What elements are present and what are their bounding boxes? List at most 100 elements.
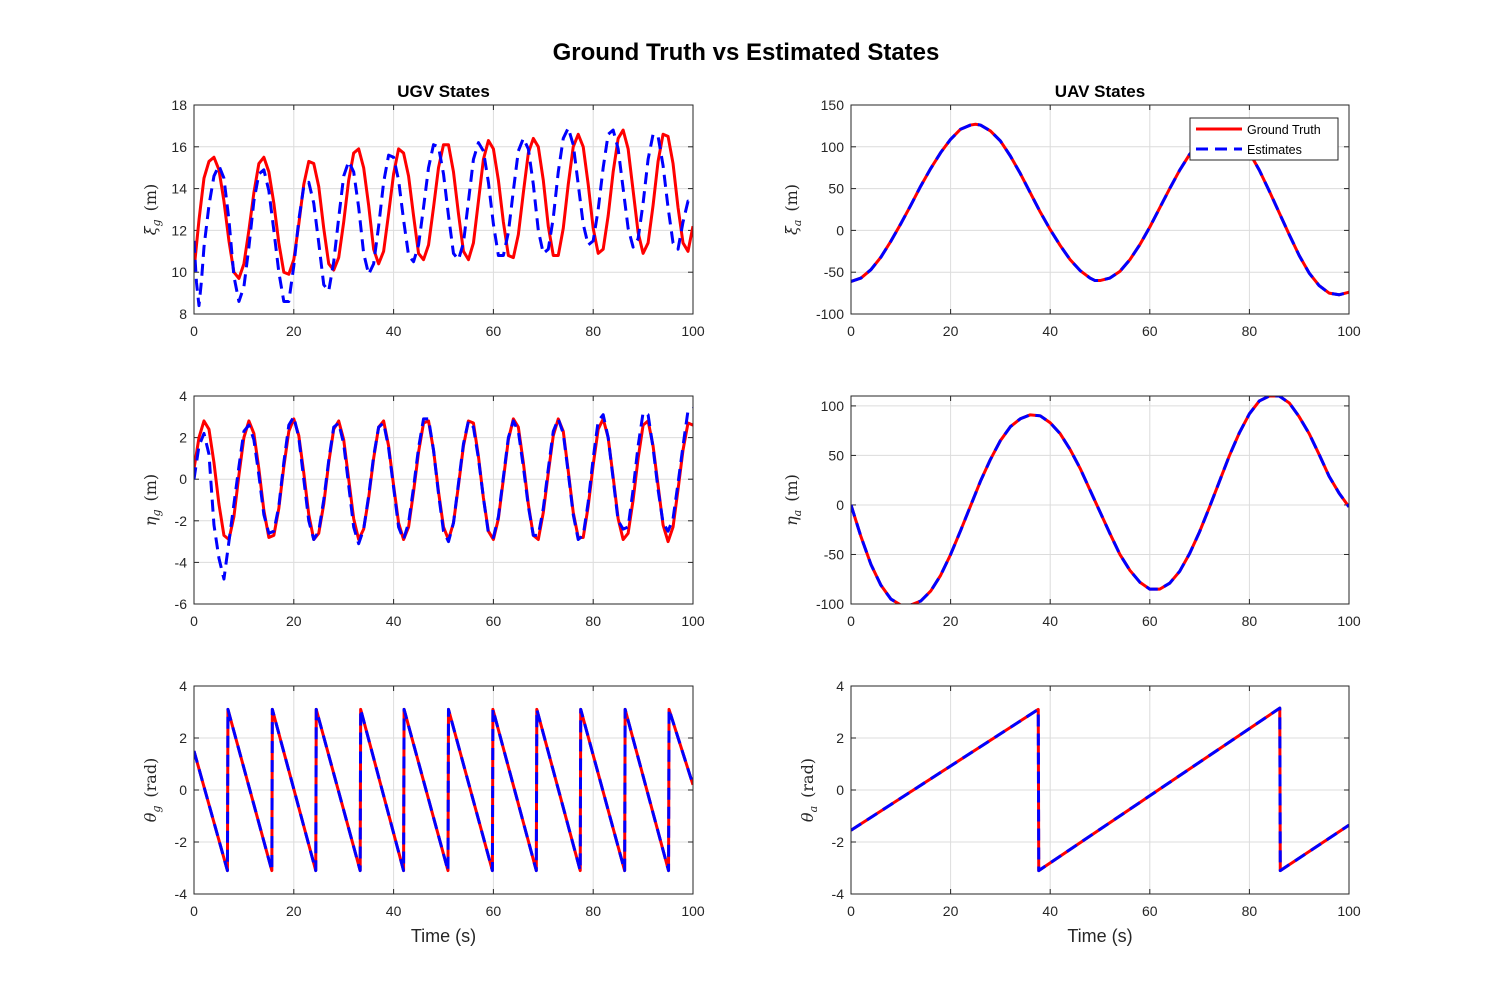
figure-title: Ground Truth vs Estimated States xyxy=(553,39,940,66)
y-tick-label: 50 xyxy=(828,181,844,197)
x-tick-label: 20 xyxy=(943,323,959,339)
y-axis-label-symbol: η xyxy=(141,516,160,526)
y-tick-label: -2 xyxy=(832,834,845,850)
x-tick-label: 80 xyxy=(585,903,601,919)
y-tick-label: -2 xyxy=(175,834,188,850)
x-tick-label: 40 xyxy=(1042,323,1058,339)
y-tick-label: 18 xyxy=(171,97,187,113)
series-line-estimates xyxy=(851,396,1349,604)
y-axis-label-subscript: a xyxy=(791,220,804,227)
y-axis-label: ξg (m) xyxy=(141,184,163,236)
axes-box xyxy=(850,104,1350,315)
y-axis-label-symbol: ξ xyxy=(141,225,160,235)
y-tick-label: 0 xyxy=(836,782,844,798)
y-tick-label: 0 xyxy=(836,222,844,238)
x-tick-label: 100 xyxy=(1337,323,1361,339)
y-axis-label-subscript: g xyxy=(150,219,163,226)
y-axis-label-subscript: a xyxy=(791,510,804,517)
y-axis-label-unit: (m) xyxy=(141,184,160,212)
subplot-theta_g: 0 20 40 60 80 100 -4 -2 0 2 4 Time (s) θg (rad) xyxy=(141,678,705,946)
series-line-estimates xyxy=(194,407,693,581)
y-tick-label: 2 xyxy=(179,730,187,746)
x-tick-label: 20 xyxy=(286,323,302,339)
x-tick-label: 0 xyxy=(190,323,198,339)
y-axis-label: ηa (m) xyxy=(782,474,804,526)
legend-label: Ground Truth xyxy=(1247,123,1321,137)
y-axis-label-spacer xyxy=(141,502,160,510)
series-line-estimates xyxy=(194,126,693,308)
y-tick-label: 2 xyxy=(179,430,187,446)
y-tick-label: 4 xyxy=(179,678,187,694)
y-axis-label-spacer xyxy=(798,798,817,806)
series-line-estimates xyxy=(851,122,1349,297)
x-tick-label: 100 xyxy=(681,903,705,919)
y-axis-label-unit: (m) xyxy=(782,474,801,502)
axes-box xyxy=(193,395,694,605)
axes-box xyxy=(193,104,694,315)
subplot-xi_g: 0 20 40 60 80 100 8 10 12 14 16 18 UGV States ξg (m) xyxy=(141,82,705,339)
y-axis-label-symbol: θ xyxy=(141,812,160,822)
x-tick-label: 100 xyxy=(1337,613,1361,629)
subplot-eta_a: 0 20 40 60 80 100 -100 -50 0 50 100 ηa (m) xyxy=(782,395,1361,629)
x-tick-label: 80 xyxy=(1242,903,1258,919)
x-tick-label: 60 xyxy=(486,613,502,629)
x-tick-label: 20 xyxy=(943,613,959,629)
y-axis-label: θa (rad) xyxy=(798,758,820,822)
y-axis-label-symbol: θ xyxy=(798,812,817,822)
y-tick-label: 12 xyxy=(171,222,187,238)
y-tick-label: -100 xyxy=(816,306,844,322)
legend-label: Estimates xyxy=(1247,143,1302,157)
series-line-ground-truth xyxy=(194,128,693,280)
series-line-estimates xyxy=(194,707,693,873)
x-tick-label: 80 xyxy=(585,613,601,629)
y-tick-label: -100 xyxy=(816,596,844,612)
subplot-theta_a: 0 20 40 60 80 100 -4 -2 0 2 4 Time (s) θa (rad) xyxy=(798,678,1361,946)
y-tick-label: 4 xyxy=(179,388,187,404)
x-tick-label: 80 xyxy=(1242,613,1258,629)
x-tick-label: 60 xyxy=(1142,323,1158,339)
plot-area xyxy=(851,396,1349,604)
x-tick-label: 40 xyxy=(386,613,402,629)
x-tick-label: 100 xyxy=(1337,903,1361,919)
legend-box xyxy=(1189,117,1339,161)
y-tick-label: -50 xyxy=(824,546,844,562)
y-tick-label: 150 xyxy=(821,97,845,113)
x-tick-label: 40 xyxy=(1042,613,1058,629)
y-tick-label: 50 xyxy=(828,447,844,463)
x-axis-label: Time (s) xyxy=(411,926,476,946)
y-tick-label: 100 xyxy=(821,398,845,414)
x-tick-label: 20 xyxy=(286,613,302,629)
y-tick-label: -50 xyxy=(824,264,844,280)
y-axis-label-unit: (rad) xyxy=(141,758,160,798)
x-tick-label: 0 xyxy=(190,613,198,629)
y-tick-label: 100 xyxy=(821,139,845,155)
legend: Ground Truth Estimates xyxy=(1189,117,1339,161)
y-axis-label-spacer xyxy=(782,212,801,220)
y-tick-label: 2 xyxy=(836,730,844,746)
x-tick-label: 40 xyxy=(386,903,402,919)
y-axis-label-unit: (rad) xyxy=(798,758,817,798)
axes-box xyxy=(850,685,1350,895)
x-tick-label: 60 xyxy=(486,903,502,919)
y-axis-label-symbol: η xyxy=(782,516,801,526)
y-tick-label: -4 xyxy=(175,886,188,902)
y-tick-label: 0 xyxy=(179,471,187,487)
y-axis-label-spacer xyxy=(141,798,160,806)
y-axis-label: ξa (m) xyxy=(782,184,804,235)
x-tick-label: 20 xyxy=(286,903,302,919)
y-axis-label-subscript: g xyxy=(150,806,163,813)
y-tick-label: 16 xyxy=(171,139,187,155)
x-tick-label: 80 xyxy=(1242,323,1258,339)
x-tick-label: 20 xyxy=(943,903,959,919)
x-tick-label: 100 xyxy=(681,613,705,629)
x-tick-label: 80 xyxy=(585,323,601,339)
x-tick-label: 0 xyxy=(847,323,855,339)
y-tick-label: 0 xyxy=(836,497,844,513)
x-tick-label: 60 xyxy=(1142,903,1158,919)
y-tick-label: 14 xyxy=(171,181,187,197)
y-axis-label-spacer xyxy=(782,502,801,510)
y-tick-label: 10 xyxy=(171,264,187,280)
x-tick-label: 100 xyxy=(681,323,705,339)
